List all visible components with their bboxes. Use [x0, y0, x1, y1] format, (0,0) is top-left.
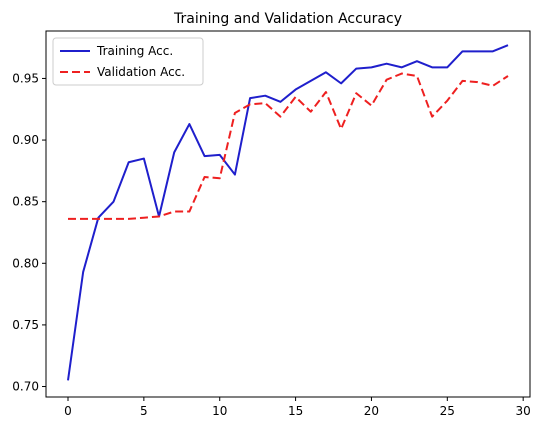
chart-title: Training and Validation Accuracy	[173, 11, 402, 27]
legend-label-validation: Validation Acc.	[97, 65, 185, 79]
y-tick-label: 0.75	[12, 318, 39, 332]
legend-label-training: Training Acc.	[96, 44, 173, 58]
plot-area	[45, 30, 531, 398]
series-layer	[67, 44, 509, 381]
x-tick-label: 25	[440, 404, 455, 418]
y-tick-label: 0.80	[12, 256, 39, 270]
x-tick-label: 20	[364, 404, 379, 418]
x-tick-label: 10	[212, 404, 227, 418]
x-tick-label: 15	[288, 404, 303, 418]
y-tick-label: 0.85	[12, 195, 39, 209]
legend: Training Acc. Validation Acc.	[52, 37, 204, 86]
legend-box	[52, 37, 204, 86]
y-axis: 0.70 0.75 0.80 0.85 0.90 0.95	[12, 71, 46, 394]
series-line-validation	[68, 72, 509, 220]
y-tick-label: 0.95	[12, 71, 39, 85]
y-tick-label: 0.90	[12, 133, 39, 147]
x-tick-label: 30	[516, 404, 531, 418]
x-axis: 0 5 10 15 20 25 30	[64, 397, 531, 418]
y-tick-label: 0.70	[12, 380, 39, 394]
x-tick-label: 5	[140, 404, 148, 418]
x-tick-label: 0	[64, 404, 72, 418]
series-line-training	[67, 44, 509, 381]
